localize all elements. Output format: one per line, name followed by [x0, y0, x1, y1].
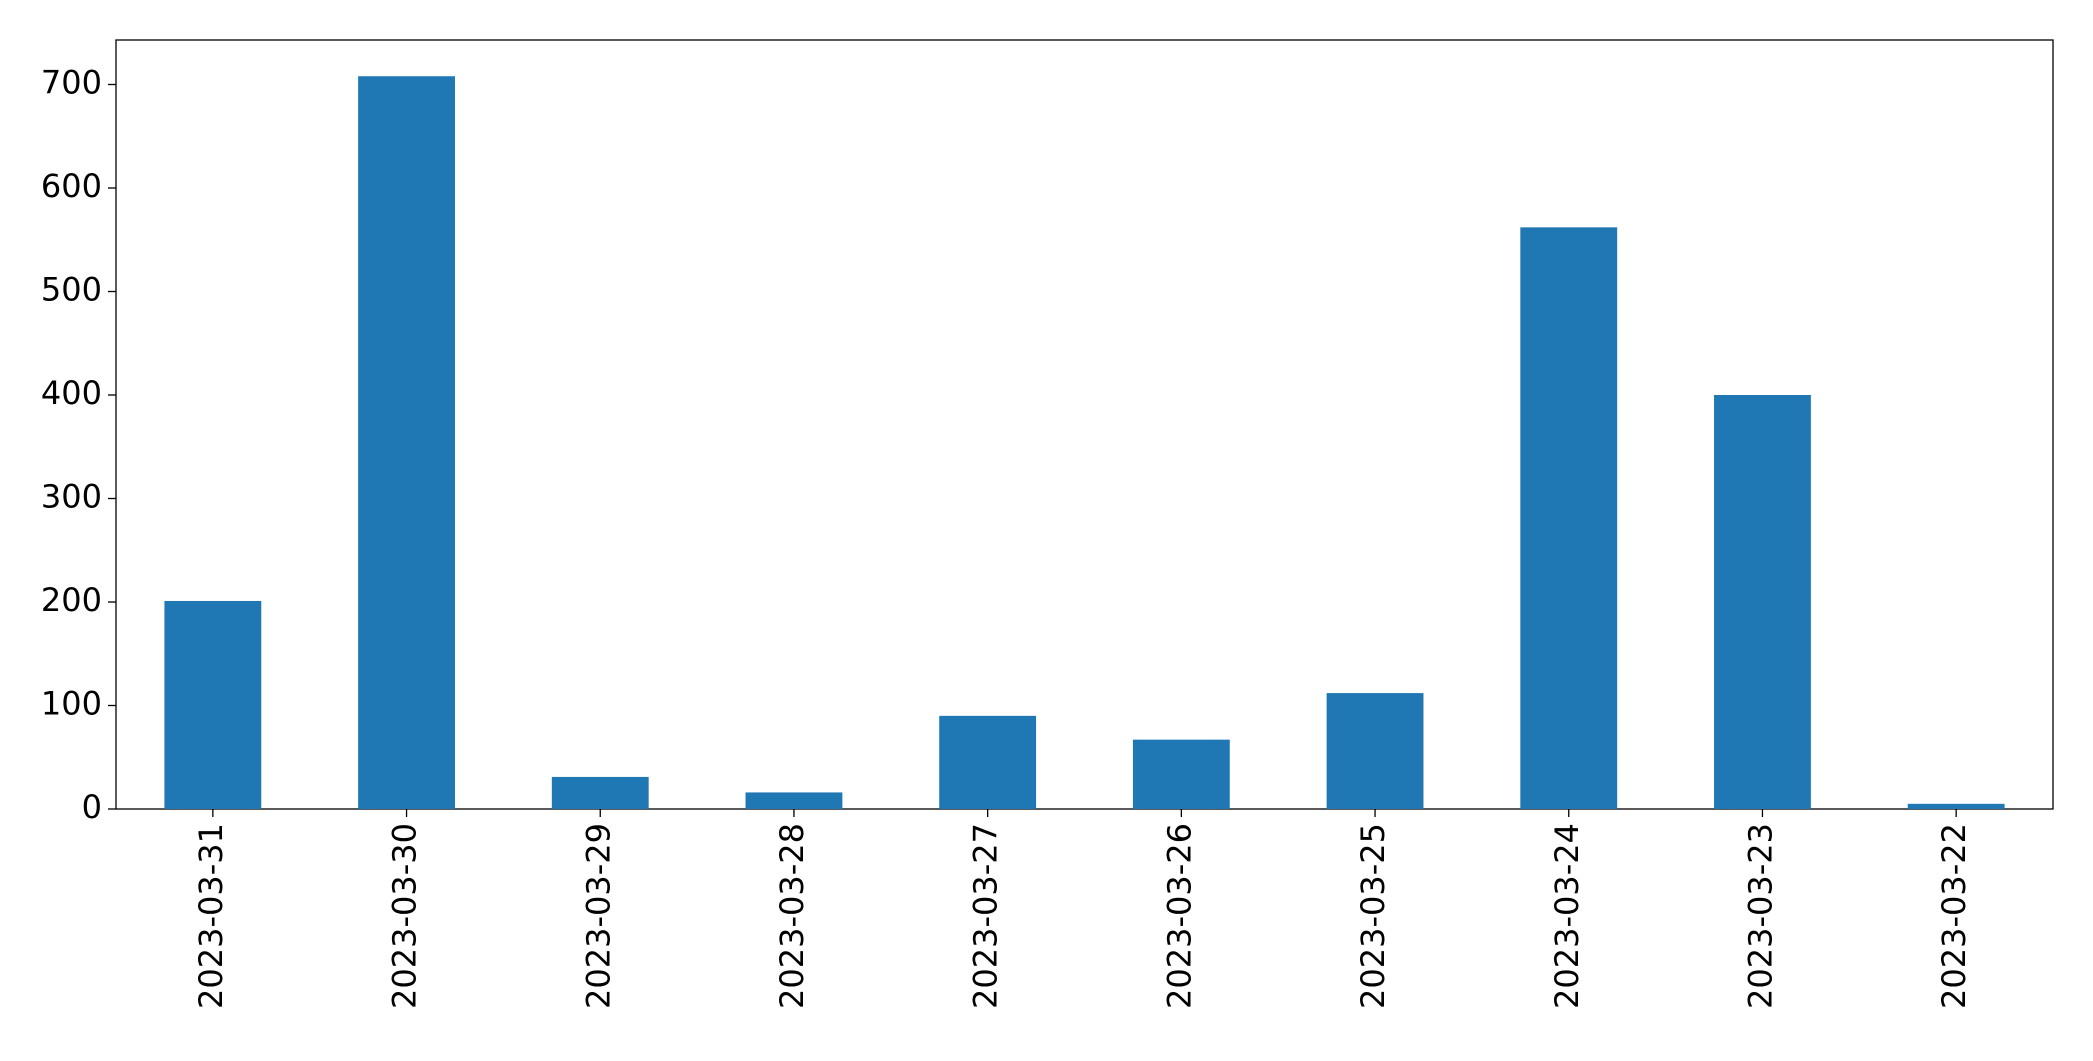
bar: [551, 776, 649, 809]
bar: [1326, 693, 1424, 809]
y-tick-label: 300: [41, 478, 102, 516]
bar: [1714, 395, 1811, 809]
x-tick-label: 2023-03-24: [1548, 823, 1586, 1009]
bar: [939, 715, 1037, 809]
y-tick-label: 400: [41, 374, 102, 412]
x-tick-label: 2023-03-29: [579, 823, 617, 1009]
bar: [1520, 227, 1618, 809]
y-tick-label: 200: [41, 581, 102, 619]
x-tick-label: 2023-03-27: [967, 823, 1005, 1009]
x-tick-label: 2023-03-26: [1160, 823, 1198, 1009]
y-tick-label: 500: [41, 271, 102, 309]
bar: [745, 792, 843, 809]
x-tick-label: 2023-03-23: [1741, 823, 1779, 1009]
y-tick-label: 700: [41, 64, 102, 102]
plot-frame: [115, 39, 2054, 810]
y-tick-label: 0: [82, 788, 102, 826]
x-tick-label: 2023-03-31: [192, 823, 230, 1009]
y-tick-label: 100: [41, 685, 102, 723]
x-tick-label: 2023-03-30: [386, 823, 424, 1009]
y-tick-label: 600: [41, 167, 102, 205]
x-tick-label: 2023-03-28: [773, 823, 811, 1009]
bar: [1907, 803, 2005, 809]
bar: [358, 76, 455, 810]
x-tick-label: 2023-03-22: [1935, 823, 1973, 1009]
x-tick-label: 2023-03-25: [1354, 823, 1392, 1009]
bar: [164, 600, 262, 809]
bar: [1132, 739, 1230, 809]
